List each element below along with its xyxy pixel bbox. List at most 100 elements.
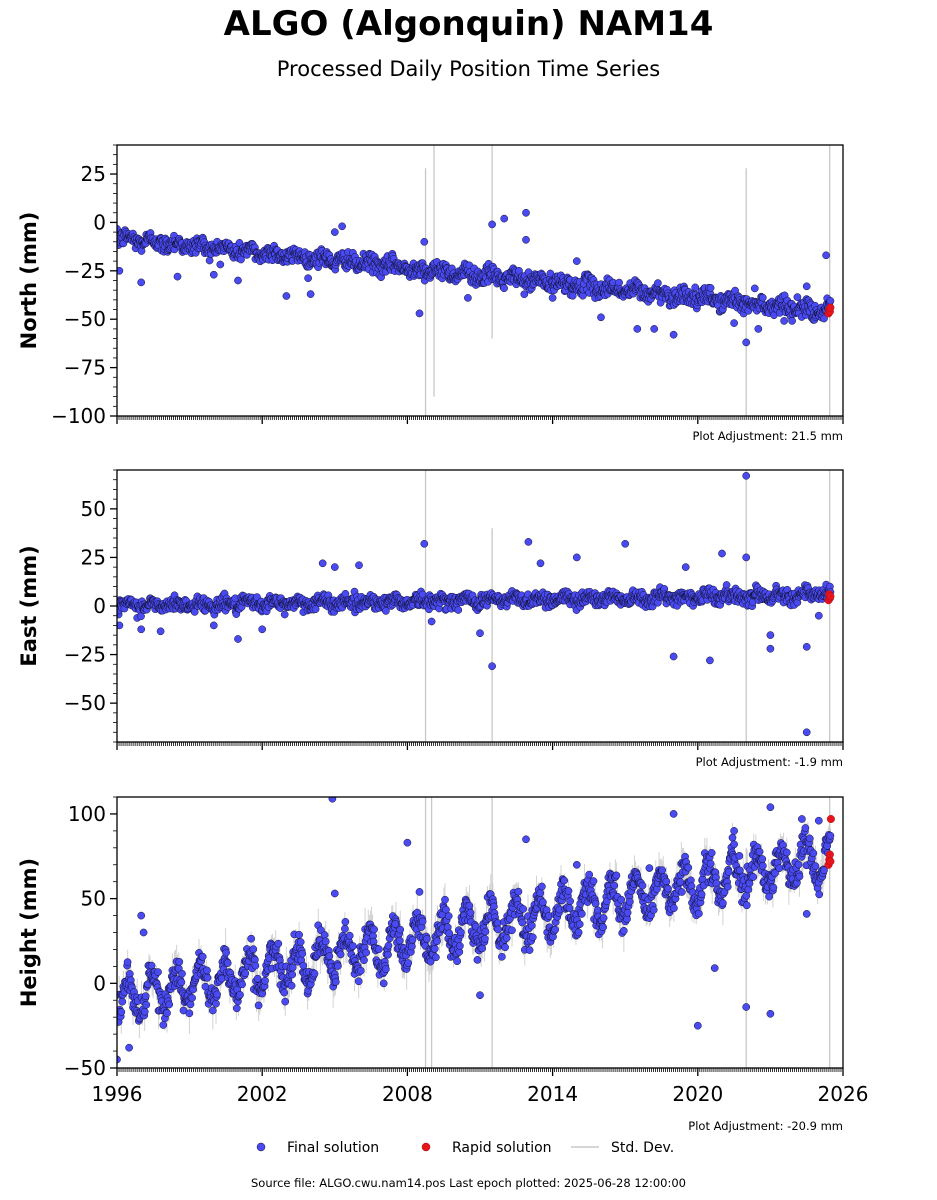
final-solution-point	[572, 257, 581, 265]
y-tick-label: −100	[51, 404, 106, 428]
final-solution-point	[118, 997, 127, 1006]
final-points-north	[117, 208, 835, 347]
final-solution-point	[464, 294, 472, 302]
final-solution-point	[345, 931, 354, 940]
final-solution-point	[454, 606, 463, 614]
final-solution-point	[654, 279, 662, 287]
final-solution-point	[232, 1004, 241, 1013]
final-solution-point	[147, 961, 156, 970]
final-solution-point	[597, 313, 605, 322]
final-solution-point	[488, 220, 496, 229]
final-solution-point	[137, 625, 146, 634]
final-solution-point	[536, 559, 545, 568]
final-solution-point	[466, 908, 475, 917]
rapid-points-east	[824, 590, 835, 605]
final-solution-point	[280, 988, 289, 997]
final-solution-point	[681, 563, 690, 571]
final-solution-point	[420, 539, 429, 548]
final-solution-point	[237, 255, 245, 264]
final-solution-point	[706, 284, 715, 292]
final-solution-point	[156, 627, 165, 636]
panel-east: −50 −25 0 25 50 East (mm) Plot Adjustment: -1.…	[17, 469, 844, 769]
final-solution-point	[457, 928, 465, 937]
final-solution-point	[251, 961, 260, 970]
final-solution-point	[318, 559, 327, 568]
final-solution-point	[236, 990, 244, 999]
final-solution-point	[520, 290, 529, 299]
final-solution-point	[395, 936, 404, 945]
final-solution-point	[209, 621, 218, 630]
final-solution-point	[384, 950, 392, 959]
x-ticks-north	[116, 416, 844, 424]
final-solution-point	[572, 553, 581, 562]
chart-subtitle: Processed Daily Position Time Series	[276, 57, 661, 81]
final-solution-point	[341, 917, 350, 926]
final-solution-point	[261, 976, 269, 985]
final-solution-point	[500, 214, 509, 223]
final-solution-point	[742, 471, 751, 480]
final-solution-point	[430, 944, 439, 953]
final-solution-point	[355, 561, 363, 570]
final-solution-point	[159, 1021, 168, 1029]
final-solution-point	[186, 1000, 195, 1009]
final-solution-point	[142, 1000, 151, 1009]
final-solution-point	[287, 981, 296, 990]
final-solution-point	[330, 563, 339, 571]
final-solution-point	[288, 963, 297, 972]
final-solution-point	[117, 266, 124, 275]
final-solution-point	[633, 325, 642, 333]
final-solution-point	[488, 662, 496, 671]
final-solution-point	[502, 934, 511, 942]
final-solution-point	[754, 325, 763, 333]
plot-adjustment-label: Plot Adjustment: -1.9 mm	[696, 755, 843, 769]
final-solution-point	[742, 553, 751, 562]
y-tick-label: −50	[64, 691, 106, 715]
y-tick-label: −25	[64, 643, 106, 667]
final-solution-point	[621, 539, 630, 548]
final-solution-point	[722, 581, 731, 589]
final-solution-point	[362, 948, 371, 957]
final-solution-point	[758, 293, 767, 302]
final-solution-point	[478, 944, 487, 953]
stddev-bars-east	[424, 470, 831, 742]
final-solution-point	[465, 901, 474, 910]
final-solution-point	[750, 284, 759, 293]
final-solution-point	[117, 1008, 126, 1016]
y-tick-label: −25	[64, 259, 106, 283]
final-solution-point	[234, 635, 242, 643]
y-tick-label: −50	[64, 307, 106, 331]
final-solution-point	[330, 228, 339, 236]
final-solution-point	[793, 293, 802, 301]
final-solution-point	[494, 925, 503, 934]
final-solution-point	[498, 952, 506, 961]
final-solution-point	[384, 941, 393, 950]
y-axis-north: −100 −75 −50 −25 0 25	[51, 144, 117, 428]
final-solution-point	[222, 948, 230, 957]
final-solution-point	[137, 278, 146, 287]
final-solution-point	[418, 917, 427, 926]
final-solution-point	[274, 939, 283, 948]
final-solution-point	[338, 222, 346, 231]
final-solution-point	[198, 952, 207, 961]
final-solution-point	[175, 957, 184, 966]
panel-north: −100 −75 −50 −25 0 25 North (mm) Plot Adjustmen…	[17, 144, 844, 443]
final-solution-point	[213, 990, 221, 999]
plot-area-north	[117, 145, 835, 416]
rapid-solution-point	[826, 592, 835, 601]
final-solution-point	[295, 930, 303, 939]
final-solution-point	[501, 943, 509, 952]
rapid-solution-point	[826, 303, 835, 312]
final-solution-point	[441, 895, 449, 904]
final-solution-point	[311, 605, 320, 614]
final-solution-point	[522, 235, 530, 244]
x-ticks-east	[116, 742, 844, 750]
chart-title: ALGO (Algonquin) NAM14	[223, 4, 714, 44]
final-solution-point	[766, 631, 775, 639]
final-solution-point	[304, 274, 312, 283]
final-solution-point	[615, 278, 623, 287]
final-solution-point	[650, 325, 659, 333]
final-solution-point	[288, 970, 297, 979]
final-solution-point	[349, 942, 357, 950]
final-solution-point	[370, 925, 378, 934]
